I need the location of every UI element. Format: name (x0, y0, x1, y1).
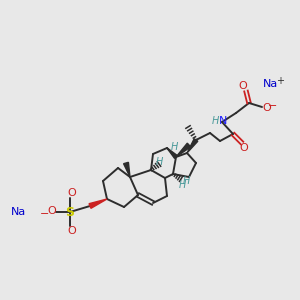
Text: H: H (155, 157, 163, 167)
Text: +: + (276, 76, 284, 86)
Polygon shape (167, 148, 177, 158)
Text: −: − (40, 209, 50, 219)
Polygon shape (187, 139, 198, 153)
Text: Na: Na (263, 79, 279, 89)
Text: H: H (170, 142, 178, 152)
Text: N: N (219, 116, 227, 126)
Text: O: O (68, 226, 76, 236)
Polygon shape (124, 162, 130, 177)
Polygon shape (176, 143, 191, 157)
Text: O: O (48, 206, 56, 216)
Text: H: H (211, 116, 219, 126)
Text: O: O (240, 143, 248, 153)
Text: O: O (262, 103, 272, 113)
Text: H: H (178, 180, 186, 190)
Text: Na: Na (11, 207, 26, 217)
Text: −: − (268, 101, 278, 111)
Polygon shape (89, 199, 107, 208)
Text: S: S (65, 206, 74, 218)
Text: O: O (68, 188, 76, 198)
Text: H: H (182, 176, 190, 186)
Text: O: O (238, 81, 247, 91)
